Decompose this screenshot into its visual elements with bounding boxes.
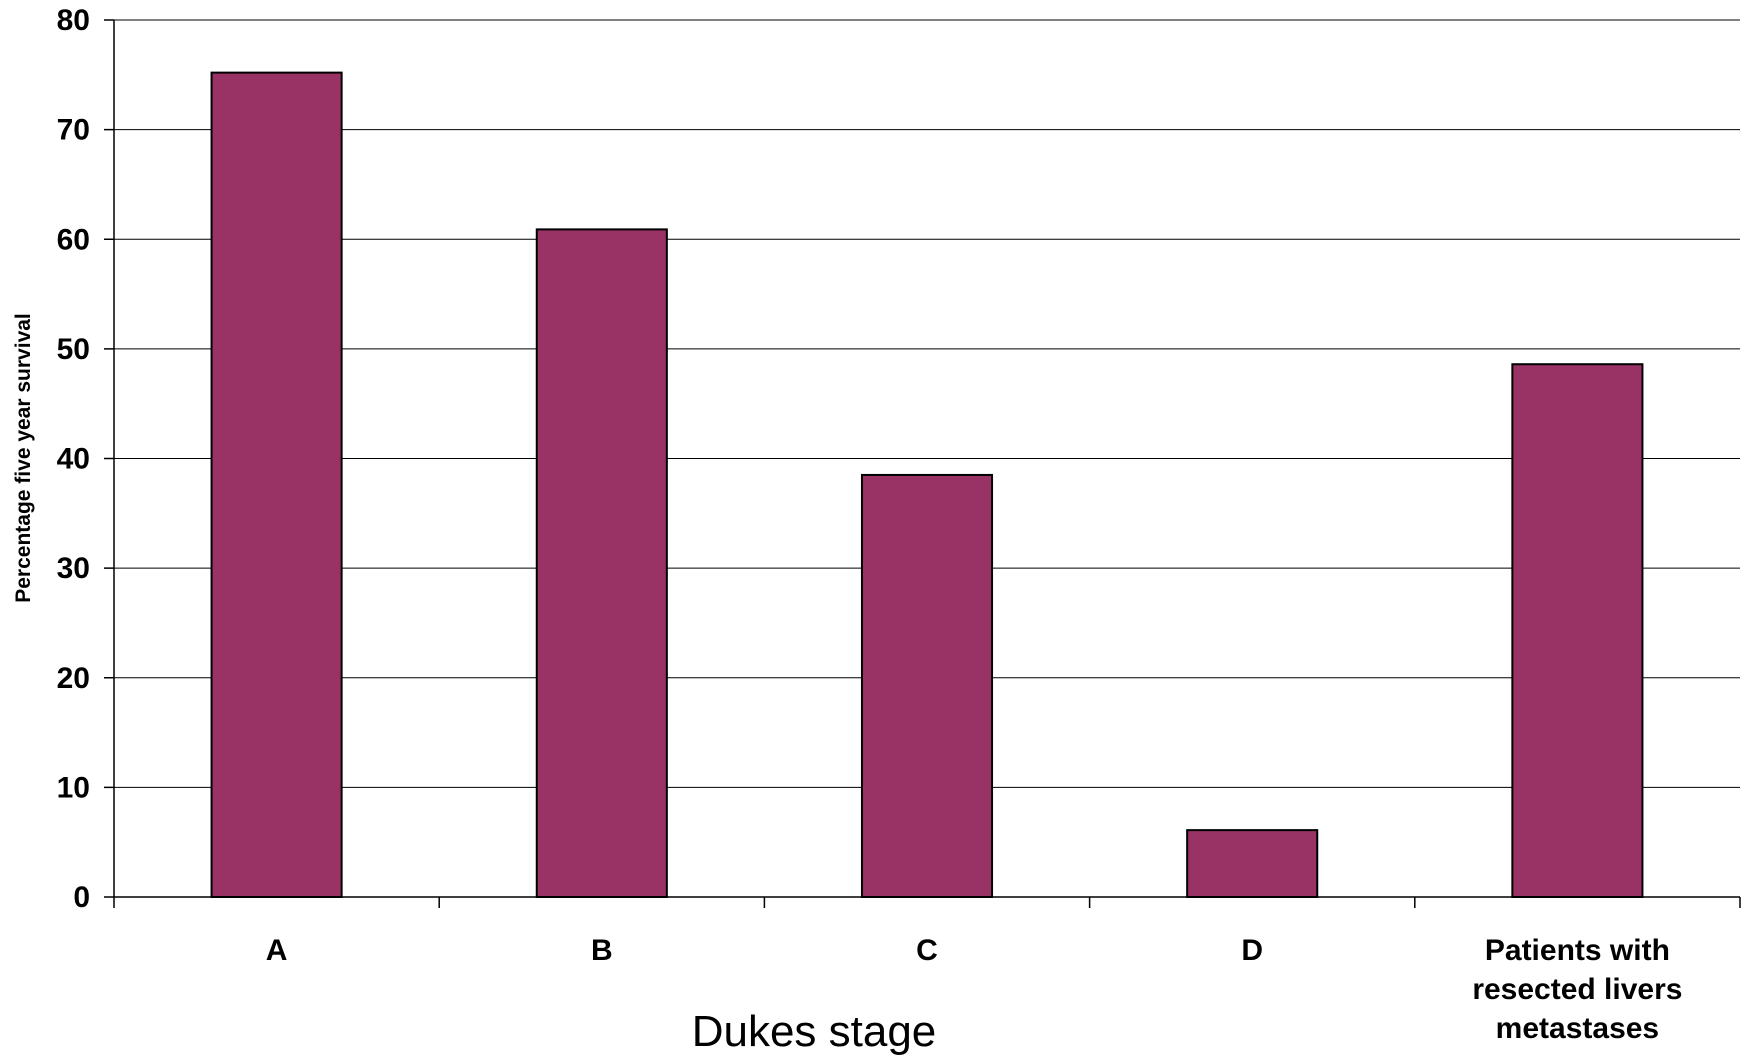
y-tick-label: 50 xyxy=(57,333,90,366)
y-tick-label: 70 xyxy=(57,114,90,147)
x-category-label-line: resected livers xyxy=(1472,973,1682,1006)
y-tick-label: 30 xyxy=(57,552,90,585)
x-category-label: D xyxy=(1241,934,1263,967)
axes xyxy=(104,19,1741,908)
y-tick-label: 80 xyxy=(57,4,90,37)
bar-1 xyxy=(210,71,343,899)
y-tick-labels: 0 10 20 30 40 50 60 70 80 xyxy=(57,4,90,914)
y-tick-label: 20 xyxy=(57,662,90,695)
bars xyxy=(210,71,1644,899)
x-category-labels: A B C D Patients with resected livers metastas… xyxy=(266,934,1683,1045)
x-category-label: C xyxy=(916,934,938,967)
bar-2 xyxy=(535,228,668,899)
bar-5 xyxy=(1511,363,1644,899)
bar-4 xyxy=(1186,829,1319,898)
x-category-label: A xyxy=(266,934,288,967)
x-category-label-line: C xyxy=(916,934,938,967)
x-category-label-line: metastases xyxy=(1496,1012,1659,1045)
bar-3 xyxy=(860,473,994,898)
x-category-label-line: Patients with xyxy=(1485,934,1670,967)
x-category-label: B xyxy=(591,934,613,967)
y-tick-label: 60 xyxy=(57,223,90,256)
y-tick-label: 0 xyxy=(73,881,90,914)
x-axis-title: Dukes stage xyxy=(692,1007,937,1056)
x-category-label-line: A xyxy=(266,934,288,967)
x-category-label-line: B xyxy=(591,934,613,967)
y-tick-label: 40 xyxy=(57,443,90,476)
y-axis-title: Percentage five year survival xyxy=(12,313,35,603)
y-tick-label: 10 xyxy=(57,771,90,804)
x-category-label-line: D xyxy=(1241,934,1263,967)
x-category-label: Patients with resected livers metastases xyxy=(1472,934,1682,1045)
